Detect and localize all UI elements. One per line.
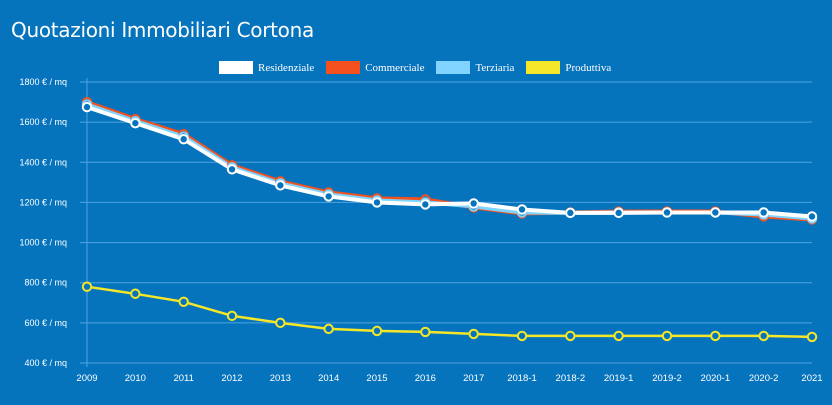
x-tick-label: 2010 — [125, 373, 146, 384]
data-point-residenziale — [806, 211, 818, 222]
data-point-produttiva — [371, 325, 383, 337]
x-tick-label: 2011 — [173, 373, 193, 384]
x-tick-label: 2020-1 — [701, 373, 731, 384]
series-lines — [86, 100, 813, 339]
y-tick-label: 1400 € / mq — [19, 157, 67, 167]
data-point-produttiva — [516, 330, 528, 342]
x-tick-label: 2020-2 — [749, 373, 779, 384]
legend-label-produttiva: Produttiva — [565, 61, 612, 74]
legend-item-terziaria[interactable]: Terziaria — [436, 61, 514, 74]
data-point-produttiva — [661, 330, 673, 342]
legend-swatch-terziaria — [436, 61, 471, 74]
data-point-produttiva — [323, 323, 334, 335]
legend-swatch-commerciale — [326, 61, 361, 74]
data-point-residenziale — [81, 101, 93, 113]
data-point-residenziale — [516, 204, 528, 215]
x-tick-label: 2017 — [463, 373, 484, 384]
series-line-residenziale — [86, 105, 813, 219]
x-tick-label: 2015 — [366, 373, 387, 384]
data-point-produttiva — [613, 330, 624, 342]
data-point-residenziale — [613, 207, 624, 219]
x-tick-label: 2012 — [221, 373, 242, 384]
y-tick-label: 1200 € / mq — [19, 197, 67, 207]
data-point-produttiva — [275, 317, 286, 329]
data-point-produttiva — [81, 281, 93, 292]
grid-lines — [80, 78, 812, 367]
legend-swatch-produttiva — [526, 61, 561, 74]
series-line-commerciale — [86, 100, 813, 222]
data-point-residenziale — [323, 191, 334, 202]
data-point-residenziale — [758, 207, 769, 218]
data-point-residenziale — [565, 207, 576, 219]
legend-swatch-residenziale — [219, 61, 253, 74]
y-tick-label: 1800 € / mq — [19, 77, 67, 87]
legend-label-terziaria: Terziaria — [475, 61, 515, 74]
data-point-residenziale — [710, 207, 721, 218]
x-tick-label: 2019-2 — [652, 373, 682, 384]
data-point-residenziale — [661, 207, 673, 218]
y-tick-label: 400 € / mq — [24, 358, 67, 368]
x-tick-label: 2019-1 — [604, 373, 634, 384]
y-tick-label: 600 € / mq — [24, 318, 67, 328]
data-point-residenziale — [275, 180, 286, 191]
x-axis-labels: 2009 2010 2011 2012 2013 2014 2015 2016 2017 2018… — [76, 373, 822, 384]
x-tick-label: 2016 — [415, 373, 436, 384]
legend-label-commerciale: Commerciale — [365, 61, 425, 74]
data-point-residenziale — [371, 197, 383, 208]
x-tick-label: 2021 — [801, 373, 822, 384]
legend-label-residenziale: Residenziale — [258, 61, 315, 74]
legend: Residenziale Commerciale Terziaria Produ… — [219, 61, 623, 74]
data-point-residenziale — [420, 199, 431, 210]
x-tick-label: 2018-2 — [556, 373, 586, 384]
data-point-residenziale — [178, 134, 189, 145]
legend-item-residenziale[interactable]: Residenziale — [219, 61, 314, 74]
data-point-residenziale — [468, 198, 479, 209]
x-tick-label: 2013 — [270, 373, 291, 384]
data-point-produttiva — [226, 310, 238, 322]
data-point-produttiva — [565, 330, 576, 342]
y-tick-label: 1000 € / mq — [19, 238, 67, 248]
data-point-produttiva — [710, 330, 721, 342]
data-point-produttiva — [178, 296, 189, 307]
x-tick-label: 2014 — [318, 373, 339, 384]
series-markers — [81, 96, 818, 343]
data-point-produttiva — [468, 328, 479, 340]
y-axis-labels: 400 € / mq 600 € / mq 800 € / mq 1000 € / m… — [19, 77, 67, 368]
series-line-produttiva — [86, 285, 813, 339]
y-tick-label: 1600 € / mq — [19, 117, 67, 127]
data-point-produttiva — [806, 331, 818, 343]
data-point-produttiva — [130, 288, 141, 299]
legend-item-produttiva[interactable]: Produttiva — [526, 61, 611, 74]
y-tick-label: 800 € / mq — [24, 278, 67, 288]
data-point-produttiva — [758, 330, 769, 342]
x-tick-label: 2018-1 — [507, 373, 537, 384]
data-point-produttiva — [420, 326, 431, 338]
legend-item-commerciale[interactable]: Commerciale — [326, 61, 424, 74]
chart-title: Quotazioni Immobiliari Cortona — [11, 18, 314, 42]
data-point-residenziale — [226, 164, 238, 175]
x-tick-label: 2009 — [76, 373, 97, 384]
data-point-residenziale — [130, 117, 141, 129]
